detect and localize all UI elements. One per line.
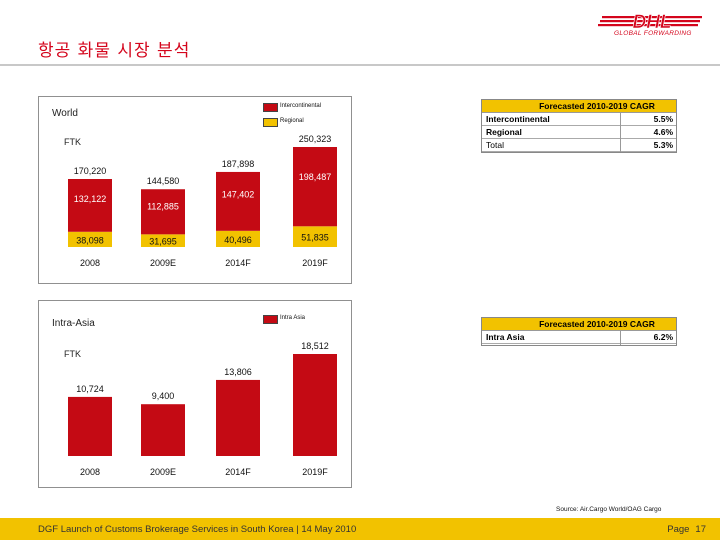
legend-swatch-intra-asia <box>263 315 278 324</box>
footer-text: DGF Launch of Customs Brokerage Services… <box>38 524 357 535</box>
bar-intra-asia-2008 <box>68 396 112 456</box>
cagr-asia-header: Forecasted 2010-2019 CAGR <box>482 318 676 331</box>
dhl-logo: DHL <box>598 12 702 33</box>
header-divider <box>0 64 720 66</box>
cagr-row-intra-asia: Intra Asia 6.2% <box>482 331 676 344</box>
asia-panel-title: Intra-Asia <box>52 318 95 329</box>
x-tick-label: 2008 <box>80 467 100 477</box>
data-label-total: 187,898 <box>222 159 255 169</box>
x-tick-label: 2008 <box>80 258 100 268</box>
legend-swatch-intercontinental <box>263 103 278 112</box>
legend-swatch-regional <box>263 118 278 127</box>
page-indicator: Page 17 <box>661 524 706 535</box>
data-label-intra-asia: 13,806 <box>224 367 252 377</box>
cagr-asia-table: Forecasted 2010-2019 CAGR Intra Asia 6.2… <box>481 317 677 346</box>
page-label: Page <box>667 524 690 535</box>
data-label-intra-asia: 10,724 <box>76 384 104 394</box>
source-note: Source: Air.Cargo World/OAG Cargo <box>556 506 662 513</box>
data-label-regional: 31,695 <box>149 237 177 247</box>
world-chart-panel: 38,098 132,122 170,220 2008 31,695 112,885 144… <box>38 96 352 284</box>
cagr-value: 5.3% <box>653 140 673 150</box>
footer-bar: DGF Launch of Customs Brokerage Services… <box>0 518 720 540</box>
data-label-total: 250,323 <box>299 134 332 144</box>
page-title: 항공 화물 시장 분석 <box>38 41 191 61</box>
cagr-label: Regional <box>486 127 522 137</box>
x-tick-label: 2014F <box>225 258 251 268</box>
bar-intercontinental-2009e <box>141 189 185 235</box>
legend-label-intra-asia: Intra Asia <box>280 315 306 321</box>
data-label-total: 170,220 <box>74 166 107 176</box>
bar-intra-asia-2014f <box>216 379 260 456</box>
logo-text: DHL <box>632 12 671 33</box>
world-unit-label: FTK <box>64 137 81 147</box>
page-number: 17 <box>695 524 706 535</box>
data-label-regional: 51,835 <box>301 233 329 243</box>
cagr-row-regional: Regional 4.6% <box>482 126 676 139</box>
x-tick-label: 2019F <box>302 467 328 477</box>
data-label-intra-asia: 18,512 <box>301 341 329 351</box>
legend-label-intercontinental: Intercontinental <box>280 103 322 109</box>
cagr-value: 6.2% <box>653 332 673 342</box>
legend-label-regional: Regional <box>280 118 304 124</box>
bar-intercontinental-2014f <box>216 171 260 231</box>
bar-regional-2019f <box>293 226 337 247</box>
cagr-label: Intra Asia <box>486 332 525 342</box>
cagr-label: Intercontinental <box>486 114 550 124</box>
data-label-intra-asia: 9,400 <box>152 391 175 401</box>
data-label-total: 144,580 <box>147 176 180 186</box>
data-label-intercontinental: 147,402 <box>222 189 255 199</box>
x-tick-label: 2009E <box>150 258 176 268</box>
x-tick-label: 2014F <box>225 467 251 477</box>
data-label-intercontinental: 198,487 <box>299 172 332 182</box>
world-panel-title: World <box>52 108 78 119</box>
world-chart: 38,098 132,122 170,220 2008 31,695 112,885 144… <box>68 134 337 268</box>
data-label-regional: 40,496 <box>224 235 252 245</box>
asia-chart: 10,724 2008 9,400 2009E 13,806 2014F 18,512 201… <box>68 341 337 477</box>
bar-intercontinental-2008 <box>68 178 112 232</box>
bar-regional-2009e <box>141 234 185 247</box>
asia-unit-label: FTK <box>64 349 81 359</box>
cagr-row-total: Total 5.3% <box>482 139 676 152</box>
data-label-intercontinental: 112,885 <box>147 201 179 211</box>
bar-regional-2008 <box>68 231 112 247</box>
data-label-regional: 38,098 <box>76 235 104 245</box>
cagr-value: 4.6% <box>653 127 673 137</box>
cagr-value: 5.5% <box>653 114 673 124</box>
x-tick-label: 2009E <box>150 467 176 477</box>
cagr-divider <box>620 113 621 152</box>
cagr-world-table: Forecasted 2010-2019 CAGR Intercontinent… <box>481 99 677 153</box>
asia-chart-panel: 10,724 2008 9,400 2009E 13,806 2014F 18,512 201… <box>38 300 352 488</box>
cagr-divider <box>620 331 621 345</box>
bar-regional-2014f <box>216 230 260 247</box>
cagr-label: Total <box>486 140 504 150</box>
data-label-intercontinental: 132,122 <box>74 194 107 204</box>
logo-subtext: GLOBAL FORWARDING <box>614 30 692 37</box>
bar-intra-asia-2019f <box>293 354 337 456</box>
x-tick-label: 2019F <box>302 258 328 268</box>
cagr-world-header: Forecasted 2010-2019 CAGR <box>482 100 676 113</box>
bar-intra-asia-2009e <box>141 404 185 456</box>
cagr-row-intercontinental: Intercontinental 5.5% <box>482 113 676 126</box>
bar-intercontinental-2019f <box>293 147 337 227</box>
